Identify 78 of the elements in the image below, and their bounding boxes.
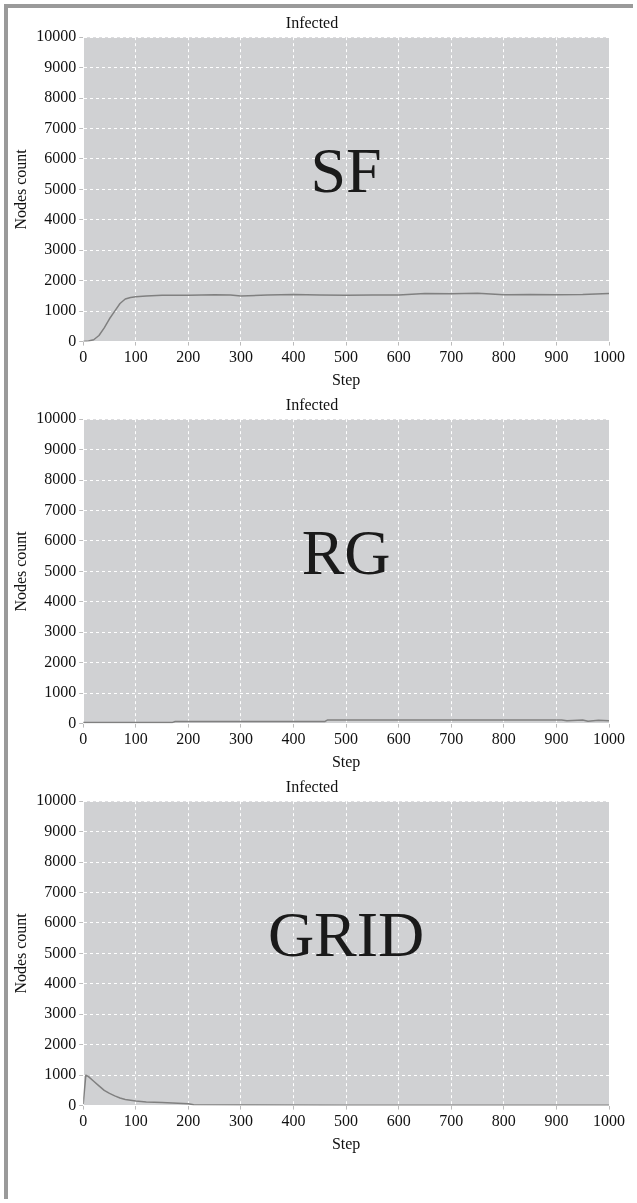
y-tick-label: 6000 [44,149,77,167]
y-tick-label: 2000 [44,270,77,288]
x-tick-label: 500 [334,730,359,748]
x-tick-label: 600 [386,348,411,366]
x-tick-label: 300 [228,730,253,748]
y-tick-label: 6000 [44,531,77,549]
x-tick-label: 1000 [593,730,625,748]
x-tick-label: 600 [386,1112,411,1130]
x-tick-label: 700 [439,348,464,366]
y-tick-label: 5000 [44,561,77,579]
x-tick-label: 1000 [593,348,625,366]
y-tick-label: 9000 [44,57,77,75]
x-tick-label: 900 [544,348,569,366]
y-tick-label: 2000 [44,652,77,670]
y-tick-label: 3000 [44,622,77,640]
y-tick-label: 9000 [44,821,77,839]
x-tick-label: 700 [439,730,464,748]
y-tick-label: 8000 [44,470,77,488]
y-tick-label: 7000 [44,500,77,518]
y-axis-title: Nodes count [11,148,29,230]
y-tick-label: 7000 [44,118,77,136]
x-tick-label: 800 [491,730,516,748]
y-tick-label: 10000 [36,409,77,427]
y-tick-label: 8000 [44,88,77,106]
y-tick-label: 3000 [44,1004,77,1022]
x-tick-label: 200 [176,348,201,366]
chart-title: Infected [285,777,339,795]
y-tick-label: 0 [68,331,77,349]
annotation: GRID [267,899,425,971]
x-tick-label: 100 [123,730,148,748]
x-tick-label: 500 [334,348,359,366]
x-tick-label: 200 [176,1112,201,1130]
x-tick-label: 400 [281,348,306,366]
y-tick-label: 4000 [44,592,77,610]
y-tick-label: 7000 [44,882,77,900]
chart-title: Infected [285,13,339,31]
x-tick-label: 900 [544,730,569,748]
x-tick-label: 100 [123,348,148,366]
y-axis-title: Nodes count [11,530,29,612]
y-tick-label: 4000 [44,974,77,992]
x-tick-label: 400 [281,730,306,748]
y-tick-label: 5000 [44,179,77,197]
x-axis-title: Step [331,1134,361,1153]
x-tick-label: 800 [491,348,516,366]
annotation: SF [310,135,382,207]
x-tick-label: 300 [228,1112,253,1130]
x-tick-label: 900 [544,1112,569,1130]
y-tick-label: 8000 [44,852,77,870]
x-tick-label: 600 [386,730,411,748]
y-tick-label: 5000 [44,943,77,961]
y-tick-label: 3000 [44,240,77,258]
x-axis-title: Step [331,370,361,389]
x-tick-label: 500 [334,1112,359,1130]
y-tick-label: 2000 [44,1034,77,1052]
x-tick-label: 0 [79,1112,88,1130]
x-tick-label: 200 [176,730,201,748]
x-tick-label: 0 [79,348,88,366]
x-axis-title: Step [331,752,361,771]
y-tick-label: 10000 [36,27,77,45]
x-tick-label: 400 [281,1112,306,1130]
chart-title: Infected [285,395,339,413]
y-axis-title: Nodes count [11,912,29,994]
x-tick-label: 1000 [593,1112,625,1130]
y-tick-label: 0 [68,713,77,731]
x-tick-label: 800 [491,1112,516,1130]
x-tick-label: 0 [79,730,88,748]
y-tick-label: 1000 [44,301,77,319]
y-tick-label: 0 [68,1095,77,1113]
x-tick-label: 100 [123,1112,148,1130]
y-tick-label: 6000 [44,913,77,931]
y-tick-label: 1000 [44,1065,77,1083]
x-tick-label: 300 [228,348,253,366]
y-tick-label: 1000 [44,683,77,701]
y-tick-label: 9000 [44,439,77,457]
y-tick-label: 10000 [36,791,77,809]
annotation: RG [301,517,391,589]
x-tick-label: 700 [439,1112,464,1130]
y-tick-label: 4000 [44,210,77,228]
